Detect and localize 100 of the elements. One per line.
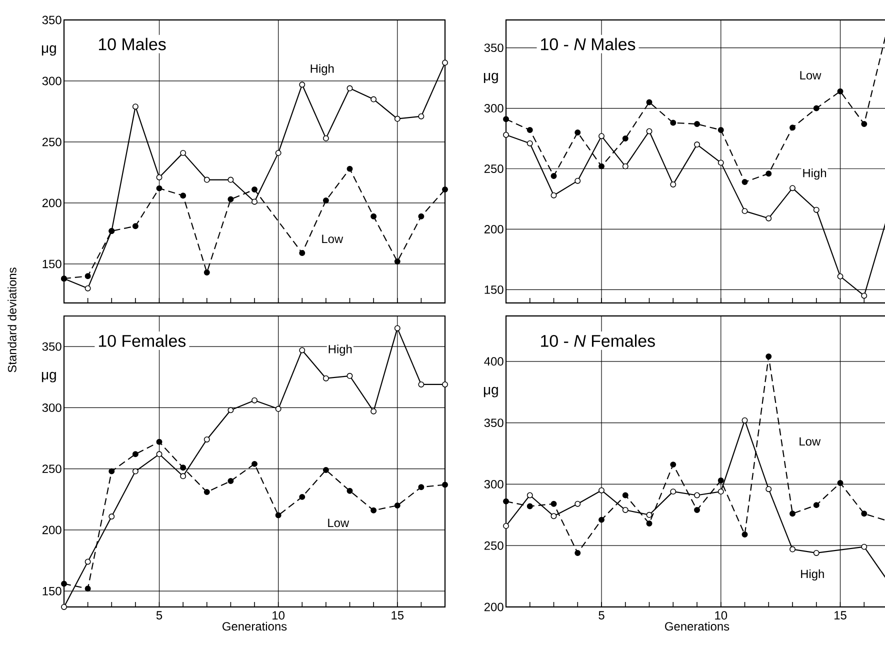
point (526, 503, 533, 510)
series-label: Low (800, 437, 821, 446)
series-label: High (328, 344, 352, 356)
point (718, 488, 724, 495)
point (346, 372, 353, 379)
point (108, 514, 115, 520)
point (370, 507, 377, 514)
point (61, 580, 67, 587)
point (156, 185, 162, 192)
point (550, 192, 557, 198)
text: 10 Females (98, 334, 186, 347)
point (837, 273, 844, 280)
point (228, 478, 234, 484)
point (418, 213, 424, 220)
y-tick-label: 350 (484, 418, 504, 428)
point (156, 174, 162, 180)
point (394, 258, 400, 264)
x-axis-title: Generations (665, 622, 730, 631)
point (550, 500, 557, 507)
point (370, 408, 377, 414)
x-axis-title: Generations (222, 622, 287, 631)
point (813, 550, 820, 556)
point (418, 113, 424, 120)
point (861, 510, 868, 517)
point (766, 354, 772, 360)
point (132, 104, 138, 110)
point (646, 520, 652, 526)
point (275, 406, 282, 412)
point (394, 325, 400, 332)
point (646, 128, 652, 134)
point (646, 99, 652, 106)
point (108, 468, 115, 474)
point (252, 198, 258, 205)
series-label: High (803, 168, 826, 180)
point (670, 488, 676, 495)
y-tick-label: 300 (42, 403, 62, 412)
point (574, 550, 581, 556)
y-axis-title: μg (484, 72, 498, 84)
point (156, 451, 162, 458)
y-axis-title: μg (42, 372, 56, 382)
point (598, 487, 604, 494)
point (766, 170, 772, 177)
point (442, 482, 448, 488)
point (861, 544, 868, 550)
point (322, 467, 329, 474)
y-tick-label: 200 (484, 224, 504, 234)
point (766, 215, 772, 222)
point (694, 142, 700, 148)
point (718, 127, 724, 134)
point (275, 150, 282, 156)
y-tick-label: 250 (42, 464, 62, 474)
y-tick-label: 400 (484, 357, 504, 366)
y-tick-label: 150 (42, 260, 62, 268)
x-tick-label: 10 (272, 611, 285, 620)
point (156, 438, 162, 445)
point (322, 135, 329, 142)
point (370, 96, 377, 102)
point (790, 185, 796, 192)
x-tick-label: 15 (392, 611, 404, 620)
point (694, 492, 700, 498)
point (646, 512, 652, 518)
point (598, 163, 604, 170)
point (299, 494, 306, 500)
y-tick-label: 350 (42, 16, 62, 24)
y-axis-title: μg (484, 386, 498, 398)
series-label: Low (800, 71, 822, 80)
point (442, 186, 448, 193)
text: 10 - N Males (541, 38, 636, 50)
point (813, 502, 820, 508)
point (418, 381, 424, 388)
point (526, 140, 533, 146)
point (742, 208, 748, 214)
point (622, 492, 628, 498)
point (813, 105, 820, 112)
series-label: High (310, 64, 334, 76)
x-tick-label: 15 (834, 611, 846, 620)
point (503, 522, 509, 529)
point (837, 88, 844, 94)
y-tick-label: 300 (484, 480, 504, 488)
point (694, 506, 700, 513)
x-tick-label: 10 (715, 611, 728, 620)
y-tick-label: 200 (484, 602, 504, 612)
point (394, 502, 400, 508)
point (132, 223, 138, 230)
y-tick-label: 300 (484, 104, 504, 112)
point (299, 250, 306, 256)
point (228, 407, 234, 414)
point (622, 163, 628, 170)
point (204, 176, 210, 183)
point (742, 179, 748, 186)
y-tick-label: 250 (484, 541, 504, 550)
point (132, 451, 138, 458)
x-tick-label: 5 (156, 611, 162, 620)
point (526, 127, 533, 134)
point (598, 133, 604, 140)
point (84, 558, 91, 565)
text: 10 Males (98, 38, 166, 50)
point (790, 546, 796, 552)
y-tick-label: 200 (42, 198, 62, 208)
point (861, 292, 868, 299)
